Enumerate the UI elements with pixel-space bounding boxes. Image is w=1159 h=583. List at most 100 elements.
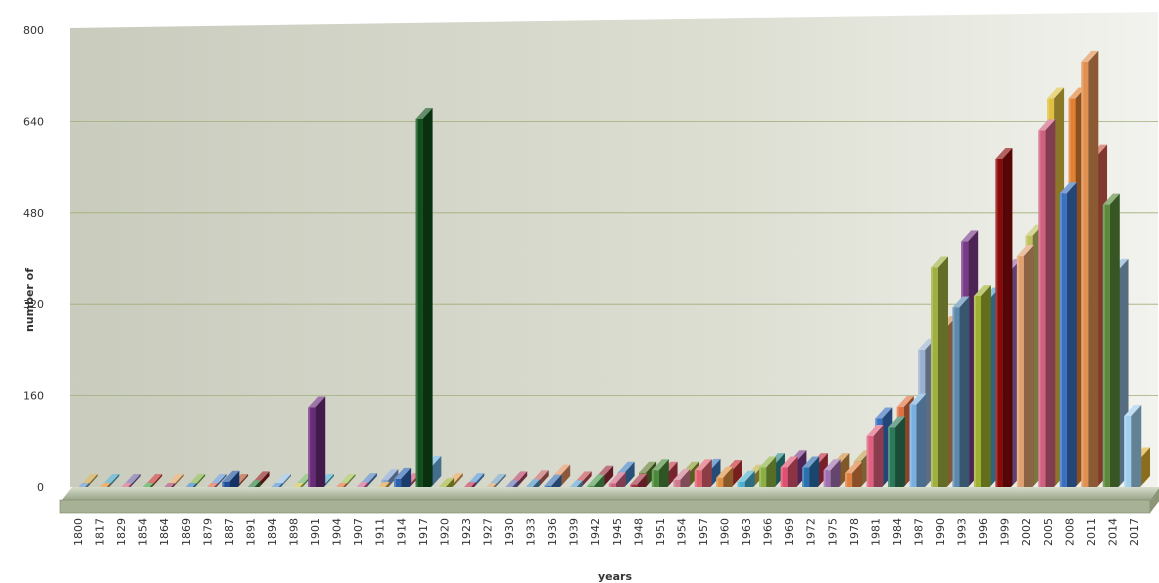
y-axis: 0 160 320 480 640 800 bbox=[23, 24, 44, 494]
bar-top bbox=[359, 473, 377, 485]
bar-top bbox=[896, 396, 914, 408]
bar-side bbox=[1045, 119, 1056, 497]
bar-front bbox=[952, 307, 960, 496]
bar-highlight bbox=[930, 267, 933, 496]
x-tick-label: 1999 bbox=[999, 518, 1012, 546]
bar-highlight bbox=[1016, 256, 1019, 496]
x-tick-label: 1898 bbox=[288, 518, 301, 546]
bar-side bbox=[980, 285, 991, 496]
bar-front bbox=[1102, 204, 1110, 496]
bar-top bbox=[166, 474, 184, 485]
x-tick-label: 1996 bbox=[977, 518, 990, 546]
bar-top bbox=[488, 474, 506, 485]
bar-side bbox=[701, 459, 712, 496]
x-tick-label: 1969 bbox=[783, 518, 796, 546]
x-tick-label: 1975 bbox=[826, 518, 839, 546]
bar-highlight bbox=[995, 158, 998, 496]
x-tick-label: 1987 bbox=[912, 518, 925, 546]
x-tick-label: 1911 bbox=[374, 518, 387, 546]
bar-front bbox=[780, 467, 788, 496]
x-tick-label: 2014 bbox=[1106, 518, 1119, 546]
bar-side bbox=[259, 471, 270, 487]
y-tick-label: 480 bbox=[23, 207, 44, 220]
x-tick-label: 1920 bbox=[438, 518, 451, 546]
bar-highlight bbox=[1038, 130, 1041, 496]
bar-top bbox=[716, 466, 734, 478]
bar-top bbox=[587, 474, 605, 486]
bar-top bbox=[308, 396, 326, 408]
bar-side bbox=[517, 471, 528, 487]
bar-top bbox=[252, 471, 270, 483]
bar-highlight bbox=[888, 427, 891, 496]
bar-top bbox=[823, 459, 841, 471]
y-tick-label: 160 bbox=[23, 390, 44, 403]
y-tick-label: 800 bbox=[23, 24, 44, 37]
x-tick-label: 1981 bbox=[869, 518, 882, 546]
bar-side bbox=[1109, 193, 1120, 496]
bar-side bbox=[809, 456, 820, 496]
bar-top bbox=[952, 296, 970, 308]
bar-side bbox=[710, 458, 721, 487]
x-tick-label: 1904 bbox=[331, 518, 344, 546]
bar-2005 bbox=[1038, 119, 1056, 497]
bar-top bbox=[1102, 193, 1120, 205]
bar-side bbox=[658, 459, 669, 496]
bar-top bbox=[617, 461, 635, 473]
bar-1996 bbox=[973, 285, 991, 496]
bar-highlight bbox=[952, 307, 955, 496]
bar-top bbox=[415, 107, 433, 119]
bar-side bbox=[959, 296, 970, 496]
y-axis-title: number of bbox=[23, 268, 36, 332]
bar-highlight bbox=[845, 473, 848, 496]
x-tick-label: 1864 bbox=[158, 518, 171, 546]
x-tick-label: 1927 bbox=[481, 518, 494, 546]
bar-side bbox=[560, 464, 571, 487]
bar-1984 bbox=[888, 416, 906, 496]
bar-top bbox=[780, 456, 798, 468]
bar-1917 bbox=[415, 107, 433, 496]
x-tick-label: 1907 bbox=[352, 518, 365, 546]
x-tick-label: 1914 bbox=[395, 518, 408, 546]
bar-top bbox=[531, 470, 549, 482]
bar-side bbox=[1140, 447, 1150, 487]
x-tick-label: 1930 bbox=[503, 518, 516, 546]
bar-top bbox=[467, 473, 485, 485]
x-tick-label: 2008 bbox=[1063, 518, 1076, 546]
bar-side bbox=[431, 456, 442, 487]
bar-top bbox=[973, 285, 991, 297]
bar-front bbox=[415, 118, 423, 496]
x-tick-label: 2017 bbox=[1128, 518, 1141, 546]
bar-highlight bbox=[716, 477, 719, 496]
x-tick-label: 1923 bbox=[460, 518, 473, 546]
bar-front bbox=[1124, 416, 1132, 496]
bar-side bbox=[109, 474, 120, 487]
x-tick-label: 1901 bbox=[309, 518, 322, 546]
bar-front bbox=[930, 267, 938, 496]
bar-side bbox=[895, 416, 906, 496]
bar-1966 bbox=[759, 456, 777, 496]
x-tick-label: 1817 bbox=[94, 518, 107, 546]
y-tick-label: 0 bbox=[37, 481, 44, 494]
bar-2008 bbox=[1059, 182, 1077, 497]
bar-top bbox=[188, 474, 206, 485]
bar-top bbox=[123, 474, 141, 485]
bar-top bbox=[145, 474, 163, 485]
x-tick-label: 1869 bbox=[180, 518, 193, 546]
floor bbox=[62, 487, 1159, 500]
bar-front bbox=[823, 470, 831, 496]
bar-front bbox=[694, 470, 702, 496]
floor-front bbox=[59, 499, 1151, 514]
bar-side bbox=[1002, 147, 1013, 496]
bar-top bbox=[596, 465, 614, 477]
bar-side bbox=[624, 461, 635, 487]
x-tick-label: 1984 bbox=[891, 518, 904, 546]
x-tick-label: 1879 bbox=[201, 518, 214, 546]
bar-top bbox=[694, 459, 712, 471]
bar-highlight bbox=[973, 296, 976, 496]
bar-highlight bbox=[1081, 61, 1084, 496]
bar-front bbox=[1081, 61, 1089, 496]
bar-top bbox=[544, 474, 562, 486]
x-tick-label: 1957 bbox=[697, 518, 710, 546]
bar-highlight bbox=[823, 470, 826, 496]
